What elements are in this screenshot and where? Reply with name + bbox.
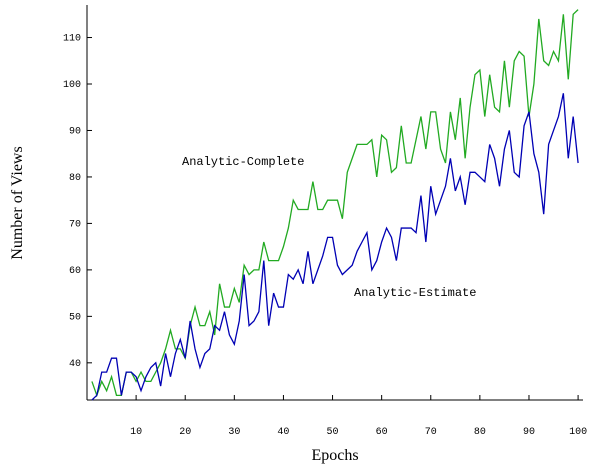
x-tick-label: 80: [474, 427, 486, 438]
x-tick-label: 100: [569, 427, 587, 438]
y-tick-label: 50: [69, 312, 81, 323]
x-tick-label: 10: [130, 427, 142, 438]
series-annotation: Analytic-Complete: [182, 155, 304, 169]
x-axis-label: Epochs: [311, 447, 358, 464]
y-tick-label: 90: [69, 126, 81, 137]
series-line: [91, 93, 579, 401]
y-tick-label: 40: [69, 359, 81, 370]
x-tick-label: 20: [179, 427, 191, 438]
y-axis-label: Number of Views: [9, 146, 26, 259]
y-tick-label: 100: [63, 80, 81, 91]
x-tick-label: 40: [277, 427, 289, 438]
y-tick-label: 80: [69, 173, 81, 184]
y-tick-label: 60: [69, 266, 81, 277]
x-tick-label: 30: [228, 427, 240, 438]
x-tick-label: 60: [376, 427, 388, 438]
x-tick-label: 70: [425, 427, 437, 438]
y-tick-label: 110: [63, 34, 81, 45]
y-tick-label: 70: [69, 219, 81, 230]
series-annotation: Analytic-Estimate: [354, 286, 476, 300]
series-line: [91, 9, 579, 398]
x-tick-label: 50: [327, 427, 339, 438]
x-tick-label: 90: [523, 427, 535, 438]
